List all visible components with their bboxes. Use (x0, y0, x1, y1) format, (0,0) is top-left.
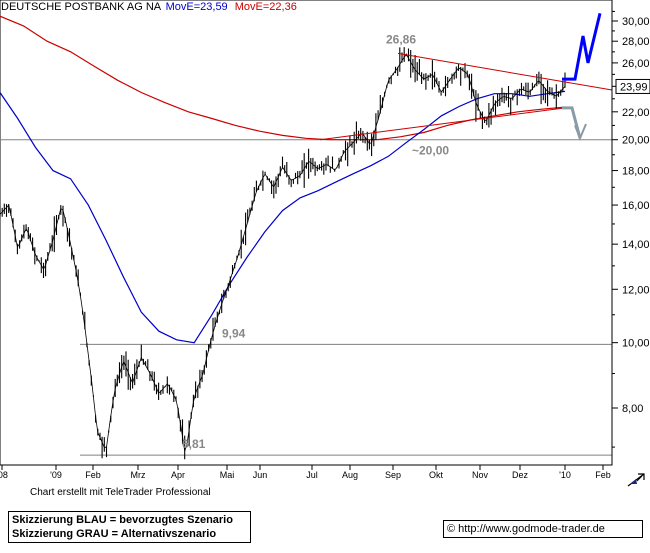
annotation-label: 9,94 (222, 326, 246, 340)
annotation-label: ~20,00 (412, 144, 449, 158)
x-tick-label: Mai (220, 470, 235, 480)
y-tick-label: 20,00 (622, 135, 650, 147)
last-price-label: 23,99 (620, 81, 648, 93)
y-tick-label: 14,00 (622, 239, 650, 251)
note-grey: Skizzierung GRAU = Alternativszenario (12, 528, 217, 540)
annotation-label: 26,86 (386, 32, 416, 46)
copyright-box[interactable]: © http://www.godmode-trader.de (443, 520, 643, 538)
x-tick-label: Nov (472, 470, 489, 480)
x-tick-label: '10 (559, 470, 571, 480)
annotation-labels: 26,86 ~20,00 9,94 6,81 (182, 32, 449, 451)
y-tick-label: 16,00 (622, 200, 650, 212)
x-tick-label: Aug (342, 470, 358, 480)
x-tick-label: Mrz (131, 470, 146, 480)
price-line (0, 53, 566, 452)
y-tick-label: 22,00 (622, 107, 650, 119)
last-price-marker: 23,99 (615, 78, 650, 94)
moving-average-23-line (0, 90, 566, 344)
x-tick-label: Feb (85, 470, 101, 480)
price-series (0, 47, 566, 460)
y-axis: 8,00 10,00 12,00 14,00 16,00 18,00 20,00 22,00 2… (611, 0, 650, 465)
lower-trend-line (319, 107, 566, 141)
x-tick-label: '08 (0, 470, 8, 480)
scenario-sketches (562, 12, 602, 141)
y-tick-label: 26,00 (622, 58, 650, 70)
y-tick-label: 10,00 (622, 338, 650, 350)
x-tick-label: '09 (50, 470, 62, 480)
y-tick-label: 18,00 (622, 166, 650, 178)
scale-corner (627, 473, 645, 487)
scenario-legend-box: Skizzierung BLAU = bevorzugtes Szenario … (8, 511, 251, 543)
legend-ma2: MovE=22,36 (234, 1, 297, 13)
chart-legend: DEUTSCHE POSTBANK AG NA MovE=23,59 MovE=… (1, 1, 297, 13)
x-tick-label: Dez (512, 470, 529, 480)
alternative-scenario-arrow (574, 123, 587, 141)
legend-ma1: MovE=23,59 (165, 1, 228, 13)
x-axis: '08 '09 Feb Mrz Apr Mai Jun Jul Aug Sep Okt Nov Dez '… (0, 465, 611, 480)
x-tick-label: Okt (429, 470, 444, 480)
plot-frame (0, 0, 613, 466)
x-tick-label: Sep (385, 470, 401, 480)
trend-lines (319, 52, 613, 141)
legend-stock-name: DEUTSCHE POSTBANK AG NA (1, 1, 161, 13)
alternative-scenario-sketch (562, 106, 582, 139)
x-tick-label: Feb (595, 470, 611, 480)
y-tick-label: 30,00 (622, 16, 650, 28)
preferred-scenario-sketch (562, 12, 602, 81)
upper-trend-line (397, 52, 613, 91)
horizontal-levels (0, 139, 612, 456)
y-tick-label: 8,00 (622, 403, 643, 415)
series-line (0, 90, 566, 344)
x-tick-label: Jul (306, 470, 318, 480)
x-tick-label: Apr (171, 470, 185, 480)
annotation-label: 6,81 (182, 437, 206, 451)
last-price-box (615, 78, 650, 94)
note-blue: Skizzierung BLAU = bevorzugtes Szenario (12, 514, 233, 526)
y-tick-label: 12,00 (622, 284, 650, 296)
x-tick-label: Jun (253, 470, 268, 480)
copyright-link[interactable]: © http://www.godmode-trader.de (447, 523, 605, 535)
y-tick-label: 28,00 (622, 36, 650, 48)
chart-credit: Chart erstellt mit TeleTrader Profession… (30, 487, 211, 498)
